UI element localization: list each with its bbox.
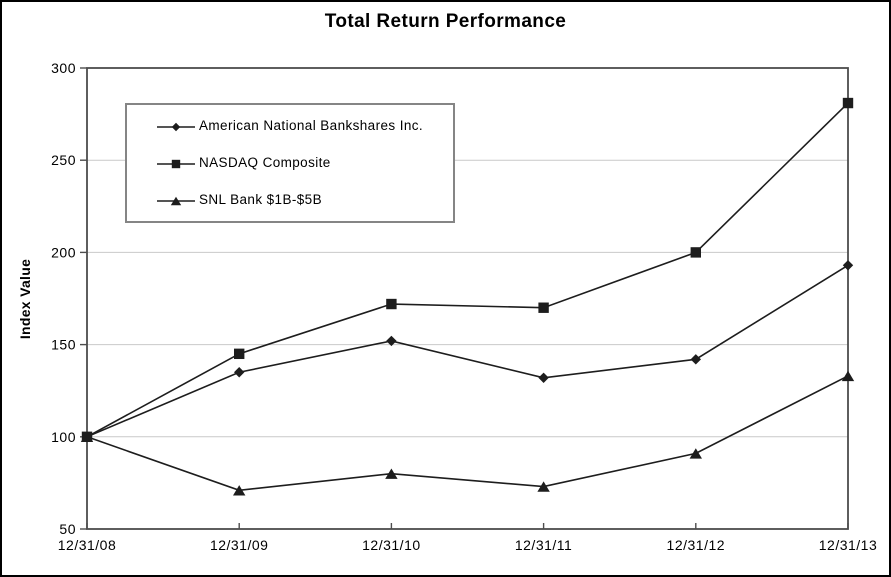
x-tick-label: 12/31/08 [58, 537, 117, 553]
x-tick-label: 12/31/11 [515, 537, 572, 553]
y-tick-label: 50 [59, 521, 76, 537]
legend-marker-triangle-icon [157, 194, 195, 206]
x-tick-label: 12/31/10 [362, 537, 421, 553]
square-marker-icon [171, 159, 181, 168]
triangle-marker-icon [841, 370, 855, 382]
y-tick-label: 300 [51, 60, 76, 76]
diamond-marker-icon [690, 354, 701, 365]
series-line [86, 264, 849, 438]
legend-label: American National Bankshares Inc. [199, 118, 424, 133]
legend-item-nasdaq-composite: NASDAQ Composite [157, 144, 453, 181]
diamond-marker-icon [538, 372, 549, 383]
triangle-marker-icon [233, 485, 246, 496]
series-diamond [81, 260, 854, 442]
y-tick-label: 200 [51, 244, 76, 260]
y-tick-label: 150 [51, 337, 76, 353]
series-line [86, 102, 849, 438]
square-marker-icon [81, 431, 93, 442]
diamond-marker-icon [386, 335, 397, 347]
triangle-marker-icon [689, 448, 702, 459]
square-marker-icon [690, 247, 701, 258]
plot-border [86, 67, 849, 530]
legend-marker-diamond-icon [157, 120, 195, 132]
x-tick-label: 12/31/12 [667, 537, 726, 553]
triangle-marker-icon [537, 481, 550, 492]
chart-legend: American National Bankshares Inc. NASDAQ… [125, 103, 455, 223]
series-line [86, 375, 849, 492]
square-marker-icon [386, 298, 397, 310]
diamond-marker-icon [171, 122, 181, 131]
legend-item-american-national: American National Bankshares Inc. [157, 107, 453, 144]
series-square [81, 97, 854, 442]
triangle-marker-icon [170, 196, 182, 205]
triangle-marker-icon [385, 468, 398, 479]
square-marker-icon [234, 348, 245, 360]
x-tick-label: 12/31/13 [819, 537, 878, 553]
diamond-marker-icon [842, 260, 854, 271]
legend-label: NASDAQ Composite [199, 155, 331, 170]
y-axis-title: Index Value [17, 258, 33, 340]
diamond-marker-icon [234, 367, 245, 378]
y-tick-label: 250 [51, 152, 76, 168]
chart-title: Total Return Performance [324, 11, 567, 32]
legend-marker-square-icon [157, 157, 195, 169]
square-marker-icon [842, 97, 854, 109]
square-marker-icon [538, 302, 549, 313]
y-tick-label: 100 [51, 429, 76, 445]
legend-label: SNL Bank $1B-$5B [199, 192, 322, 207]
x-tick-label: 12/31/09 [210, 537, 269, 553]
legend-item-snl-bank: SNL Bank $1B-$5B [157, 181, 453, 218]
